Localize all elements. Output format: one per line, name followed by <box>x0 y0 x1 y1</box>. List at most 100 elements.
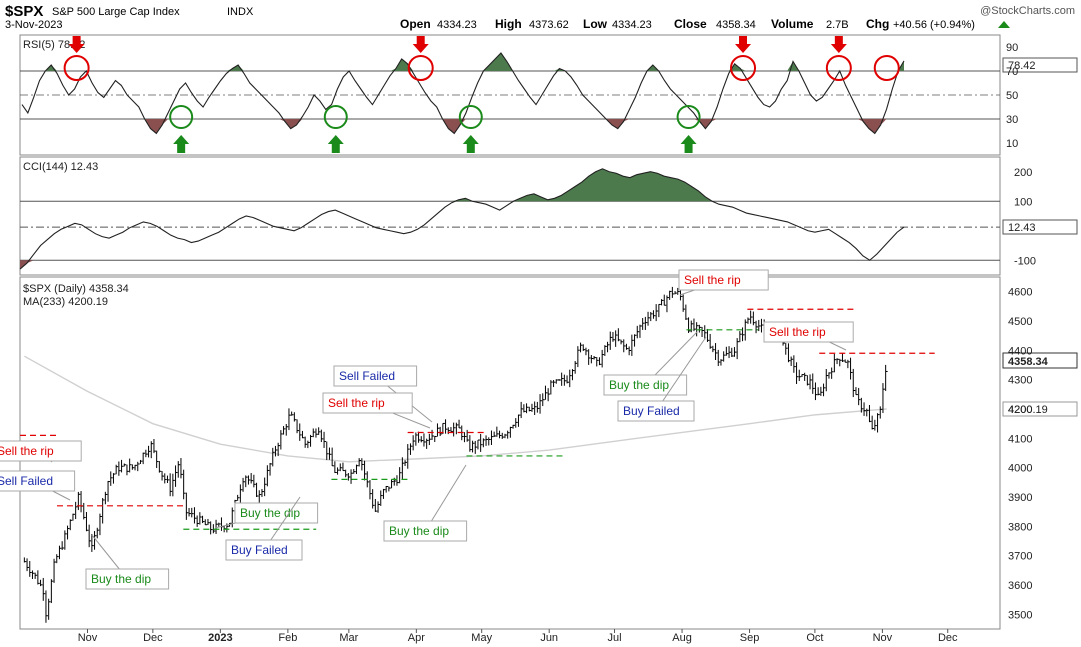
rsi-oversold-fill <box>22 119 904 134</box>
price-tick-label: 3700 <box>1008 551 1032 563</box>
month-label: Feb <box>278 632 297 644</box>
annotation-text: Sell Failed <box>0 474 53 488</box>
buy-arrow-icon <box>173 135 190 153</box>
annotation-text: Buy the dip <box>91 572 151 586</box>
sell-arrow-icon <box>735 36 752 53</box>
sell-arrow-icon <box>830 36 847 53</box>
source-label: @StockCharts.com <box>980 5 1075 17</box>
cci-positive-fill <box>20 168 904 202</box>
sell-signal-circle <box>407 55 434 81</box>
month-label: Jul <box>608 632 622 644</box>
price-tick-label: 3800 <box>1008 521 1032 533</box>
buy-signal-circle <box>676 105 701 129</box>
month-label: Dec <box>143 632 163 644</box>
annotation-text: Sell Failed <box>339 369 395 383</box>
rsi-last-value: 78.42 <box>1008 60 1036 72</box>
cci-tick-label: 100 <box>1014 196 1032 208</box>
price-tick-label: 4300 <box>1008 375 1032 387</box>
buy-signal-circle <box>169 105 194 129</box>
buy-arrow-icon <box>680 135 697 153</box>
annotation-box <box>617 400 695 422</box>
annotation-text: Sell the rip <box>684 273 741 287</box>
rsi-title: RSI(5) 78.42 <box>23 39 85 51</box>
annotation-text: Sell the rip <box>769 325 826 339</box>
month-label: Dec <box>938 632 958 644</box>
annotation-box <box>333 365 418 387</box>
sell-signal-circle <box>730 55 757 81</box>
ma-last-value: 4200.19 <box>1008 404 1048 416</box>
buy-arrow-icon <box>327 135 344 153</box>
rsi-tick-label: 50 <box>1006 90 1018 102</box>
ma-title: MA(233) 4200.19 <box>23 296 108 308</box>
annotation-box <box>0 470 76 492</box>
month-label: Oct <box>806 632 823 644</box>
cci-panel-frame <box>19 156 1001 276</box>
month-label: Aug <box>672 632 692 644</box>
annotation-text: Sell the rip <box>328 396 385 410</box>
sell-signal-circle <box>873 55 900 81</box>
sell-arrow-icon <box>68 36 85 53</box>
sell-signal-circle <box>63 55 90 81</box>
chart-date: 3-Nov-2023 <box>5 19 62 31</box>
ma-last-value-box <box>1002 401 1078 417</box>
cci-last-value-box <box>1002 219 1078 235</box>
price-tick-label: 3600 <box>1008 580 1032 592</box>
month-label: Sep <box>740 632 760 644</box>
rsi-tick-label: 10 <box>1006 138 1018 150</box>
price-tick-label: 4500 <box>1008 316 1032 328</box>
volume-label: Volume <box>771 17 814 31</box>
rsi-tick-label: 30 <box>1006 114 1018 126</box>
annotation-box <box>234 502 319 524</box>
month-label: Nov <box>873 632 893 644</box>
close-value: 4358.34 <box>716 19 756 31</box>
month-label: Nov <box>78 632 98 644</box>
cci-tick-label: 200 <box>1014 167 1032 179</box>
change-label: Chg <box>866 17 889 31</box>
low-label: Low <box>583 17 608 31</box>
rsi-tick-label: 90 <box>1006 42 1018 54</box>
buy-signal-circle <box>458 105 483 129</box>
ma-233-line <box>24 355 887 463</box>
price-tick-label: 4100 <box>1008 433 1032 445</box>
annotation-box <box>225 539 303 561</box>
price-tick-label: 4400 <box>1008 345 1032 357</box>
open-value: 4334.23 <box>437 19 477 31</box>
annotation-text: Sell the rip <box>0 444 54 458</box>
low-value: 4334.23 <box>612 19 652 31</box>
exchange: INDX <box>227 6 254 18</box>
annotation-leader <box>655 336 707 412</box>
cci-line <box>19 168 905 270</box>
annotation-box <box>678 269 769 291</box>
buy-signal-circle <box>323 105 348 129</box>
annotation-box <box>603 374 688 396</box>
annotation-text: Buy the dip <box>609 378 669 392</box>
annotation-text: Buy the dip <box>240 506 300 520</box>
cci-tick-label: -100 <box>1014 255 1036 267</box>
close-label: Close <box>674 17 707 31</box>
rsi-last-value-box <box>1002 57 1078 73</box>
price-tick-label: 3500 <box>1008 609 1032 621</box>
cci-last-value: 12.43 <box>1008 222 1036 234</box>
rsi-overbought-fill <box>22 53 904 71</box>
month-label: May <box>471 632 492 644</box>
sell-arrow-icon <box>412 36 429 53</box>
price-last-value: 4358.34 <box>1008 356 1049 368</box>
sell-signal-circle <box>825 55 852 81</box>
annotation-box <box>763 321 854 343</box>
price-tick-label: 4000 <box>1008 463 1032 475</box>
up-arrow-icon <box>998 21 1010 28</box>
annotation-box <box>322 392 413 414</box>
index-name: S&P 500 Large Cap Index <box>52 6 180 18</box>
chart-content: 90 70 50 30 10 200 100 -100 4600 4500 4400 4300 4200… <box>0 36 1036 644</box>
month-label: Jun <box>540 632 558 644</box>
buy-arrow-icon <box>462 135 479 153</box>
annotation-leader <box>424 464 467 532</box>
cci-negative-fill <box>20 260 904 270</box>
month-label: 2023 <box>208 632 232 644</box>
change-value: +40.56 (+0.94%) <box>893 19 975 31</box>
volume-value: 2.7B <box>826 19 849 31</box>
rsi-line <box>21 52 905 135</box>
cci-title: CCI(144) 12.43 <box>23 161 98 173</box>
high-value: 4373.62 <box>529 19 569 31</box>
